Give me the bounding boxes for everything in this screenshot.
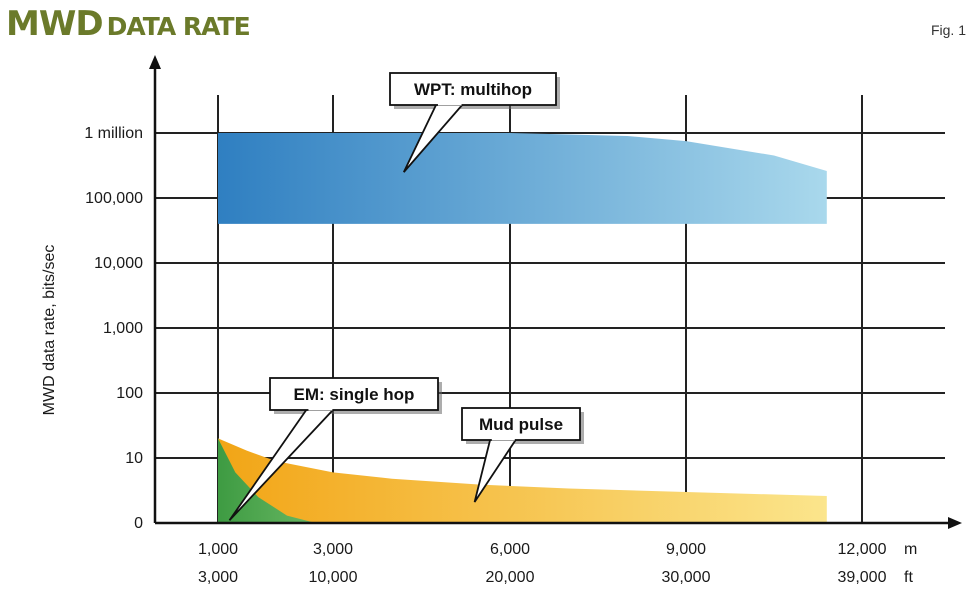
y-tick-label-3: 1,000 <box>103 320 143 337</box>
figure-label: Fig. 1 <box>930 22 966 38</box>
y-tick-label-5: 100,000 <box>85 190 143 207</box>
x-tick-label-ft-0: 3,000 <box>198 569 238 586</box>
x-axis-unit-m: m <box>904 541 917 558</box>
y-tick-labels: 0 10 100 1,000 10,000 100,000 1 million <box>84 125 143 532</box>
axes <box>149 55 962 529</box>
callout-label: EM: single hop <box>294 385 415 404</box>
callout-em-single-hop: EM: single hop <box>228 377 442 521</box>
callout-box <box>389 72 557 106</box>
callout-box <box>461 407 581 441</box>
callout-label: Mud pulse <box>479 415 563 434</box>
y-tick-label-2: 100 <box>116 385 143 402</box>
chart-title-rest: DATA RATE <box>106 12 251 41</box>
x-tick-label-m-1: 3,000 <box>313 541 353 558</box>
x-tick-label-ft-3: 30,000 <box>662 569 711 586</box>
y-tick-label-4: 10,000 <box>94 255 143 272</box>
y-tick-label-6: 1 million <box>84 125 143 142</box>
chart-title: MWD DATA RATE <box>6 4 251 44</box>
x-tick-label-ft-4: 39,000 <box>838 569 887 586</box>
y-tick-label-1: 10 <box>125 450 143 467</box>
x-tick-labels: 1,000 3,000 3,000 10,000 6,000 20,000 9,000 30,… <box>198 541 887 586</box>
callouts: WPT: multihop EM: single hop Mud pulse <box>228 72 584 521</box>
callout-label: WPT: multihop <box>414 80 532 99</box>
x-axis-arrow <box>948 517 962 529</box>
callout-box <box>269 377 439 411</box>
series-area-wpt-multihop <box>218 133 827 224</box>
y-tick-label-0: 0 <box>134 515 143 532</box>
x-tick-label-m-4: 12,000 <box>838 541 887 558</box>
y-axis-label: MWD data rate, bits/sec <box>41 245 58 416</box>
x-tick-label-ft-2: 20,000 <box>486 569 535 586</box>
series-area-mud-pulse <box>218 438 827 523</box>
x-tick-label-m-2: 6,000 <box>490 541 530 558</box>
x-tick-label-ft-1: 10,000 <box>309 569 358 586</box>
x-tick-label-m-0: 1,000 <box>198 541 238 558</box>
callout-wpt-multihop: WPT: multihop <box>389 72 560 173</box>
y-axis-arrow <box>149 55 161 69</box>
x-axis-unit-ft: ft <box>904 569 913 586</box>
chart-title-main: MWD <box>6 4 104 44</box>
callout-mud-pulse: Mud pulse <box>461 407 584 503</box>
x-tick-label-m-3: 9,000 <box>666 541 706 558</box>
